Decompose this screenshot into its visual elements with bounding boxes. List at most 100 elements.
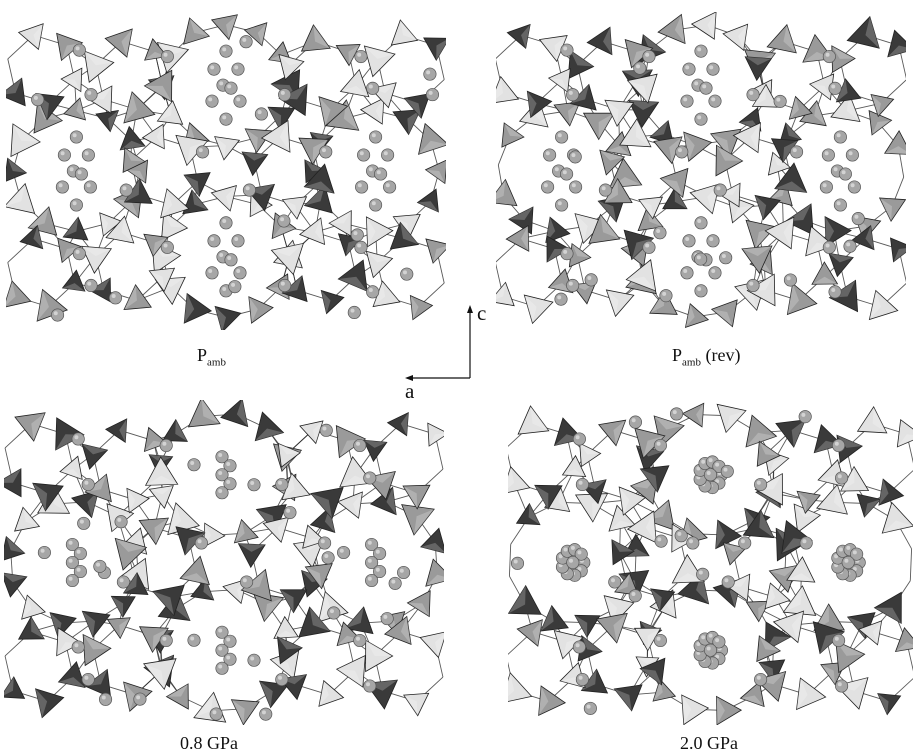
guest-atom bbox=[572, 640, 586, 654]
sio4-tetrahedron bbox=[754, 194, 781, 221]
sio4-tetrahedron bbox=[613, 684, 643, 712]
sio4-tetrahedron bbox=[162, 418, 188, 442]
guest-atom bbox=[275, 477, 289, 492]
sio4-tetrahedron bbox=[419, 631, 444, 659]
sio4-tetrahedron bbox=[746, 273, 776, 307]
framework-tetrahedra bbox=[6, 14, 446, 330]
guest-atom bbox=[159, 633, 173, 648]
guest-atom bbox=[366, 285, 380, 299]
sio4-tetrahedron bbox=[508, 466, 531, 493]
guest-atom bbox=[838, 167, 852, 181]
guest-atom bbox=[659, 289, 673, 303]
guest-atom bbox=[275, 672, 289, 687]
guest-atom bbox=[783, 273, 797, 287]
guest-atom bbox=[566, 555, 580, 570]
guest-atom bbox=[721, 575, 735, 589]
sio4-tetrahedron bbox=[681, 402, 705, 428]
guest-atom bbox=[694, 284, 708, 298]
label-pamb-rev: Pamb (rev) bbox=[672, 345, 740, 369]
label-pamb-rev-sub: amb bbox=[682, 356, 701, 369]
sio4-tetrahedron bbox=[764, 216, 795, 250]
guest-atom bbox=[231, 62, 245, 76]
sio4-tetrahedron bbox=[17, 616, 45, 640]
sio4-tetrahedron bbox=[425, 558, 444, 587]
sio4-tetrahedron bbox=[824, 215, 852, 247]
sio4-tetrahedron bbox=[262, 516, 290, 543]
sio4-tetrahedron bbox=[84, 668, 112, 698]
sio4-tetrahedron bbox=[741, 245, 773, 275]
guest-atom bbox=[575, 477, 589, 492]
sio4-tetrahedron bbox=[534, 484, 563, 510]
sio4-tetrahedron bbox=[538, 685, 567, 716]
sio4-tetrahedron bbox=[303, 163, 335, 194]
sio4-tetrahedron bbox=[6, 182, 36, 214]
guest-atom bbox=[400, 267, 414, 281]
guest-atom bbox=[560, 167, 574, 181]
sio4-tetrahedron bbox=[270, 242, 304, 276]
guest-atom bbox=[843, 239, 857, 253]
sio4-tetrahedron bbox=[894, 626, 913, 652]
label-pamb-rev-main: P bbox=[672, 345, 683, 365]
sio4-tetrahedron bbox=[4, 676, 26, 699]
sio4-tetrahedron bbox=[17, 23, 44, 51]
sio4-tetrahedron bbox=[416, 188, 439, 213]
guest-atom bbox=[278, 88, 292, 102]
guest-atom bbox=[828, 285, 842, 299]
sio4-tetrahedron bbox=[618, 486, 647, 516]
sio4-tetrahedron bbox=[254, 411, 285, 442]
sio4-tetrahedron bbox=[183, 172, 211, 198]
sio4-tetrahedron bbox=[545, 216, 571, 244]
sio4-tetrahedron bbox=[742, 509, 775, 539]
sio4-tetrahedron bbox=[258, 680, 289, 709]
guest-atom bbox=[642, 49, 656, 64]
label-20gpa: 2.0 GPa bbox=[680, 733, 738, 754]
sio4-tetrahedron bbox=[56, 32, 84, 62]
guest-atom bbox=[560, 43, 574, 57]
guest-atom bbox=[81, 672, 95, 687]
sio4-tetrahedron bbox=[639, 465, 670, 493]
sio4-tetrahedron bbox=[278, 53, 305, 81]
sio4-tetrahedron bbox=[582, 112, 615, 141]
guest-atom bbox=[754, 477, 768, 492]
guest-atom bbox=[694, 252, 708, 266]
sio4-tetrahedron bbox=[143, 233, 169, 258]
sio4-tetrahedron bbox=[32, 482, 64, 512]
sio4-tetrahedron bbox=[363, 45, 396, 78]
guest-atom bbox=[706, 62, 720, 76]
sio4-tetrahedron bbox=[148, 267, 176, 293]
framework-20gpa bbox=[508, 402, 913, 725]
guest-atom bbox=[353, 633, 367, 648]
guest-atom bbox=[83, 180, 97, 194]
guest-atom bbox=[354, 240, 368, 254]
guest-atom bbox=[832, 633, 846, 648]
label-08gpa: 0.8 GPa bbox=[180, 733, 238, 754]
guest-atom bbox=[380, 612, 394, 626]
sio4-tetrahedron bbox=[650, 588, 676, 612]
sio4-tetrahedron bbox=[722, 23, 749, 52]
sio4-tetrahedron bbox=[214, 305, 242, 330]
guest-atom bbox=[69, 130, 83, 144]
sio4-tetrahedron bbox=[230, 699, 260, 725]
sio4-tetrahedron bbox=[619, 118, 652, 148]
sio4-tetrahedron bbox=[850, 225, 875, 251]
sio4-tetrahedron bbox=[61, 269, 86, 292]
sio4-tetrahedron bbox=[244, 128, 273, 154]
guest-atoms bbox=[510, 407, 866, 715]
sio4-tetrahedron bbox=[389, 221, 420, 250]
sio4-tetrahedron bbox=[183, 292, 213, 324]
sio4-tetrahedron bbox=[781, 519, 813, 554]
guest-atom bbox=[369, 130, 383, 144]
sio4-tetrahedron bbox=[553, 101, 581, 127]
sio4-tetrahedron bbox=[766, 23, 797, 54]
guest-atom bbox=[81, 477, 95, 492]
sio4-tetrahedron bbox=[318, 96, 349, 127]
sio4-tetrahedron bbox=[161, 210, 189, 241]
guest-atom bbox=[694, 44, 708, 58]
sio4-tetrahedron bbox=[298, 606, 331, 638]
sio4-tetrahedron bbox=[764, 621, 792, 652]
sio4-tetrahedron bbox=[165, 683, 189, 710]
sio4-tetrahedron bbox=[260, 119, 291, 153]
guest-atom bbox=[160, 240, 174, 254]
guest-atom bbox=[583, 701, 597, 715]
guest-atom bbox=[77, 516, 91, 530]
